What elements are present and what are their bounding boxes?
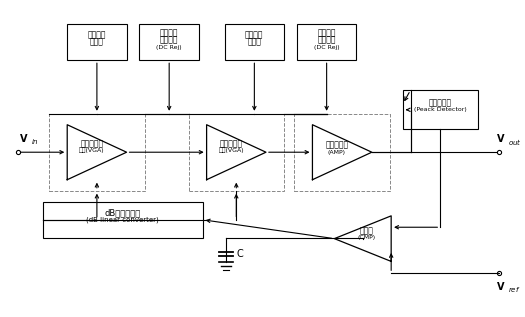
- Text: 消除电路: 消除电路: [318, 35, 336, 44]
- Bar: [403, 90, 478, 129]
- Text: 直流失调: 直流失调: [160, 28, 179, 37]
- Text: (CMP): (CMP): [358, 235, 376, 240]
- Text: (AMP): (AMP): [328, 150, 346, 155]
- Text: 可变增益放: 可变增益放: [219, 139, 243, 148]
- Bar: [225, 24, 284, 60]
- Text: 固定增益级: 固定增益级: [326, 141, 349, 150]
- Text: (dB linear converter): (dB linear converter): [86, 217, 159, 223]
- Text: (DC Rej): (DC Rej): [314, 45, 340, 50]
- Text: 共模负反: 共模负反: [245, 31, 264, 40]
- Text: $\mathit{ref}$: $\mathit{ref}$: [508, 285, 520, 294]
- Bar: [297, 24, 356, 60]
- Text: 消除电路: 消除电路: [160, 35, 179, 44]
- Text: 大器(VGA): 大器(VGA): [79, 148, 104, 153]
- Text: $\mathit{in}$: $\mathit{in}$: [31, 137, 39, 146]
- Text: 可变增益放: 可变增益放: [80, 139, 103, 148]
- Text: 大器(VGA): 大器(VGA): [218, 148, 244, 153]
- Bar: [295, 114, 390, 191]
- Bar: [43, 202, 203, 238]
- Text: $\mathbf{V}$: $\mathbf{V}$: [496, 132, 506, 144]
- Text: 共模负反: 共模负反: [88, 31, 106, 40]
- Text: C: C: [236, 249, 243, 259]
- Bar: [67, 24, 127, 60]
- Text: 比较器: 比较器: [360, 226, 374, 235]
- Text: dB线性变换器: dB线性变换器: [104, 208, 141, 217]
- Bar: [140, 24, 199, 60]
- Text: 峰値检测器: 峰値检测器: [428, 98, 452, 107]
- Text: 馈电路: 馈电路: [90, 38, 104, 47]
- Text: $\mathbf{V}$: $\mathbf{V}$: [496, 280, 506, 292]
- Text: 直流失调: 直流失调: [318, 28, 336, 37]
- Text: (DC Rej): (DC Rej): [156, 45, 182, 50]
- Text: 馈电路: 馈电路: [247, 38, 261, 47]
- Text: $\mathit{out}$: $\mathit{out}$: [508, 137, 521, 147]
- Text: $\mathbf{V}$: $\mathbf{V}$: [19, 132, 29, 144]
- Bar: [188, 114, 284, 191]
- Bar: [49, 114, 145, 191]
- Text: (Peack Detector): (Peack Detector): [414, 107, 467, 112]
